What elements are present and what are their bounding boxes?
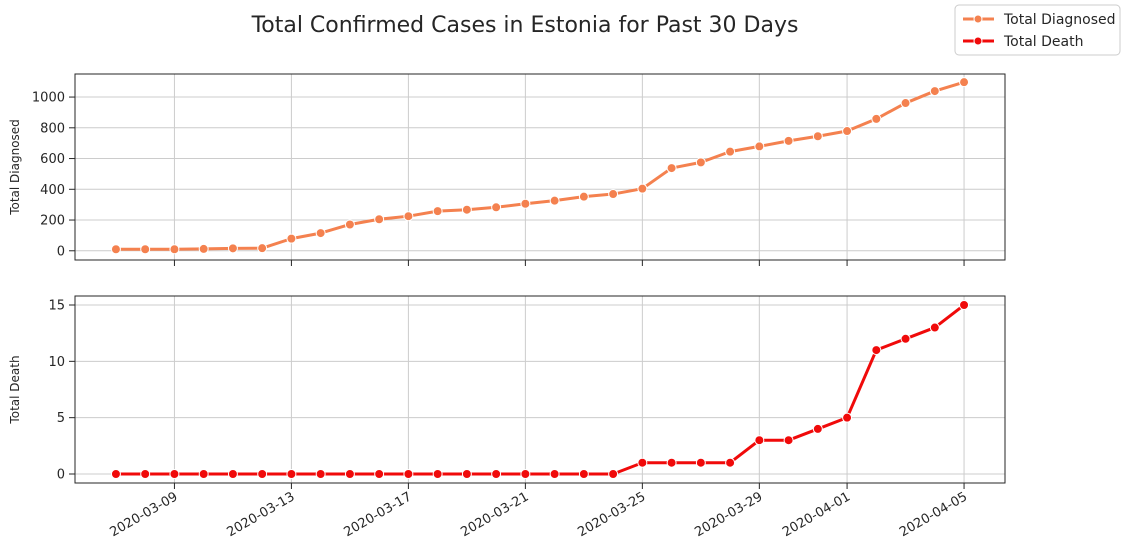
- data-point-total-diagnosed: [344, 219, 355, 230]
- data-point-total-diagnosed: [900, 98, 911, 109]
- legend: Total Diagnosed Total Death: [954, 4, 1121, 56]
- data-point-total-death: [403, 468, 414, 479]
- y-tick-label: 10: [48, 355, 65, 370]
- data-point-total-diagnosed: [637, 183, 648, 194]
- y-tick-label: 0: [57, 467, 65, 482]
- data-point-total-death: [695, 457, 706, 468]
- y-tick-label: 200: [40, 214, 65, 229]
- data-point-total-death: [929, 322, 940, 333]
- x-tick-label: 2020-03-21: [458, 489, 531, 540]
- y-axis-label-total-death: Total Death: [8, 355, 22, 424]
- data-point-total-diagnosed: [783, 135, 794, 146]
- legend-label-total-diagnosed: Total Diagnosed: [1003, 12, 1116, 28]
- data-point-total-death: [959, 300, 970, 311]
- data-point-total-diagnosed: [871, 113, 882, 124]
- data-point-total-death: [900, 333, 911, 344]
- data-point-total-death: [461, 468, 472, 479]
- data-point-total-death: [315, 468, 326, 479]
- x-tick-label: 2020-03-09: [107, 489, 180, 540]
- data-point-total-diagnosed: [198, 243, 209, 254]
- data-point-total-death: [578, 468, 589, 479]
- data-point-total-diagnosed: [110, 244, 121, 255]
- data-point-total-diagnosed: [257, 243, 268, 254]
- data-point-total-death: [754, 435, 765, 446]
- data-point-total-diagnosed: [608, 189, 619, 200]
- data-point-total-death: [608, 468, 619, 479]
- data-point-total-diagnosed: [315, 228, 326, 239]
- data-point-total-diagnosed: [959, 77, 970, 88]
- data-point-total-death: [725, 457, 736, 468]
- panel-total-diagnosed: 0 200 400 600 800 1000 Total Diagnosed: [8, 73, 1006, 266]
- data-point-total-death: [344, 468, 355, 479]
- data-point-total-death: [491, 468, 502, 479]
- data-point-total-diagnosed: [286, 233, 297, 244]
- data-point-total-death: [169, 468, 180, 479]
- y-tick-label: 800: [40, 121, 65, 136]
- data-point-total-diagnosed: [520, 198, 531, 209]
- data-point-total-death: [198, 468, 209, 479]
- data-point-total-diagnosed: [169, 244, 180, 255]
- data-point-total-diagnosed: [578, 191, 589, 202]
- data-point-total-death: [227, 468, 238, 479]
- x-tick-labels: 2020-03-09 2020-03-13 2020-03-17 2020-03-21…: [107, 489, 970, 540]
- data-point-total-diagnosed: [754, 141, 765, 152]
- legend-box: [954, 4, 1121, 56]
- data-point-total-death: [110, 468, 121, 479]
- x-tick-label: 2020-03-17: [341, 489, 414, 540]
- data-point-total-death: [871, 345, 882, 356]
- x-tick-label: 2020-03-13: [224, 489, 297, 540]
- data-point-total-death: [783, 435, 794, 446]
- legend-marker-total-death: [973, 36, 983, 46]
- y-axis-label-total-diagnosed: Total Diagnosed: [8, 119, 22, 216]
- data-point-total-death: [374, 468, 385, 479]
- data-point-total-diagnosed: [549, 195, 560, 206]
- y-tick-label: 400: [40, 183, 65, 198]
- x-tick-label: 2020-03-25: [575, 489, 648, 540]
- panel-total-death: 0 5 10 15 Total Death: [8, 295, 1006, 489]
- data-point-total-diagnosed: [666, 163, 677, 174]
- data-point-total-diagnosed: [842, 126, 853, 137]
- data-point-total-diagnosed: [432, 206, 443, 217]
- data-point-total-death: [520, 468, 531, 479]
- data-point-total-diagnosed: [929, 86, 940, 97]
- data-point-total-death: [432, 468, 443, 479]
- legend-marker-total-diagnosed: [973, 14, 983, 24]
- legend-label-total-death: Total Death: [1003, 34, 1083, 50]
- series-line-total-death: [114, 303, 966, 476]
- x-tick-label: 2020-04-01: [780, 489, 853, 540]
- data-point-total-diagnosed: [812, 131, 823, 142]
- data-point-total-death: [842, 412, 853, 423]
- data-point-total-death: [140, 468, 151, 479]
- y-tick-label: 5: [57, 411, 65, 426]
- data-point-total-death: [257, 468, 268, 479]
- x-tick-label: 2020-03-29: [692, 489, 765, 540]
- data-point-total-diagnosed: [374, 214, 385, 225]
- data-point-total-diagnosed: [695, 157, 706, 168]
- data-point-total-diagnosed: [403, 211, 414, 222]
- data-point-total-diagnosed: [227, 243, 238, 254]
- series-line-total-diagnosed: [114, 80, 966, 251]
- data-point-total-death: [549, 468, 560, 479]
- data-point-total-death: [666, 457, 677, 468]
- y-tick-label: 15: [48, 299, 65, 314]
- chart-title: Total Confirmed Cases in Estonia for Pas…: [251, 13, 799, 38]
- data-point-total-death: [286, 468, 297, 479]
- x-tick-label: 2020-04-05: [897, 489, 970, 540]
- plot-frame: [74, 295, 1006, 484]
- data-point-total-diagnosed: [491, 202, 502, 213]
- y-tick-label: 0: [57, 244, 65, 259]
- plot-frame: [74, 73, 1006, 261]
- data-point-total-diagnosed: [461, 204, 472, 215]
- data-point-total-diagnosed: [140, 244, 151, 255]
- y-tick-label: 600: [40, 152, 65, 167]
- data-point-total-death: [812, 423, 823, 434]
- y-tick-label: 1000: [32, 91, 65, 106]
- data-point-total-diagnosed: [725, 146, 736, 157]
- data-point-total-death: [637, 457, 648, 468]
